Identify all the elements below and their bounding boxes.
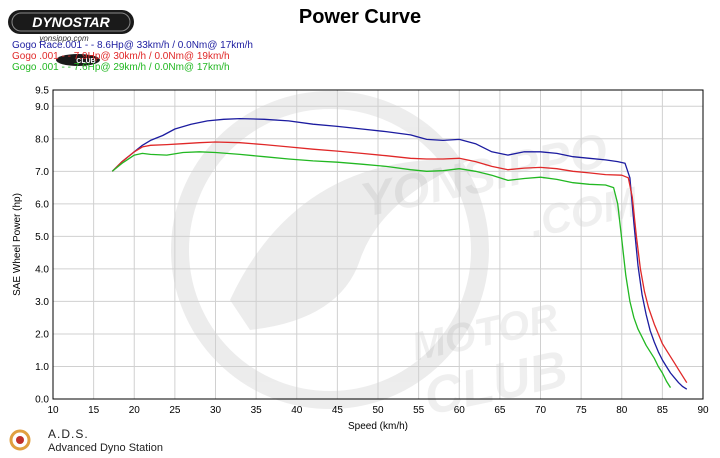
x-tick-label: 30 — [210, 405, 222, 416]
series-line-run-3 — [111, 151, 672, 388]
legend-run-3: Gogo .001 - - 7.6Hp@ 29km/h / 0.0Nm@ 17k… — [12, 62, 230, 73]
logo-brand: DYNOSTAR — [32, 14, 110, 30]
series-line-run-2 — [111, 141, 688, 384]
legend-run-1: Gogo Race.001 - - 8.6Hp@ 33km/h / 0.0Nm@… — [12, 40, 253, 51]
chart-grid — [52, 89, 704, 400]
x-tick-label: 45 — [332, 405, 344, 416]
x-tick-label: 25 — [169, 405, 181, 416]
y-tick-label: 9.0 — [35, 102, 49, 113]
y-tick-label: 8.0 — [35, 134, 49, 145]
y-tick-label: 4.0 — [35, 264, 49, 275]
chart-title: Power Curve — [298, 6, 422, 28]
x-tick-label: 50 — [372, 405, 384, 416]
x-tick-label: 60 — [454, 405, 466, 416]
x-tick-label: 70 — [535, 405, 547, 416]
ads-logo-icon — [9, 429, 31, 451]
y-tick-label: 9.5 — [35, 86, 49, 97]
logo-tagline: yonsippo.com — [38, 34, 89, 43]
y-tick-label: 0.0 — [35, 395, 49, 406]
chart-series — [111, 117, 688, 390]
x-tick-label: 65 — [494, 405, 506, 416]
legend-run-2: Gogo .001 - - 7.9Hp@ 30km/h / 0.0Nm@ 19k… — [12, 51, 230, 62]
x-tick-label: 20 — [129, 405, 141, 416]
x-tick-label: 80 — [616, 405, 628, 416]
x-tick-label: 85 — [657, 405, 669, 416]
x-tick-label: 55 — [413, 405, 425, 416]
logo-club: CLUB — [76, 58, 95, 65]
logo-badge — [8, 10, 134, 34]
y-tick-label: 3.0 — [35, 297, 49, 308]
series-line-run-1 — [111, 117, 688, 390]
x-tick-label: 75 — [576, 405, 588, 416]
y-tick-label: 1.0 — [35, 362, 49, 373]
x-tick-label: 90 — [697, 405, 709, 416]
y-tick-label: 6.0 — [35, 199, 49, 210]
chart-ticks: 10 15 20 25 30 35 40 45 50 55 60 65 70 75 80 85 90 0.0 1.0… — [35, 86, 709, 417]
x-tick-label: 15 — [88, 405, 100, 416]
ads-description: Advanced Dyno Station — [48, 442, 163, 454]
y-tick-label: 2.0 — [35, 329, 49, 340]
ads-name: A.D.S. — [48, 427, 89, 441]
x-tick-label: 35 — [251, 405, 263, 416]
y-tick-label: 5.0 — [35, 232, 49, 243]
dynostar-logo: DYNOSTAR yonsippo.com CLUB — [8, 10, 134, 66]
x-tick-label: 40 — [291, 405, 303, 416]
y-tick-label: 7.0 — [35, 167, 49, 178]
ads-footer — [9, 429, 31, 451]
x-tick-label: 10 — [47, 405, 59, 416]
plot-frame — [52, 89, 704, 400]
x-axis-label: Speed (km/h) — [348, 421, 408, 432]
y-axis-label: SAE Wheel Power (hp) — [12, 193, 23, 296]
